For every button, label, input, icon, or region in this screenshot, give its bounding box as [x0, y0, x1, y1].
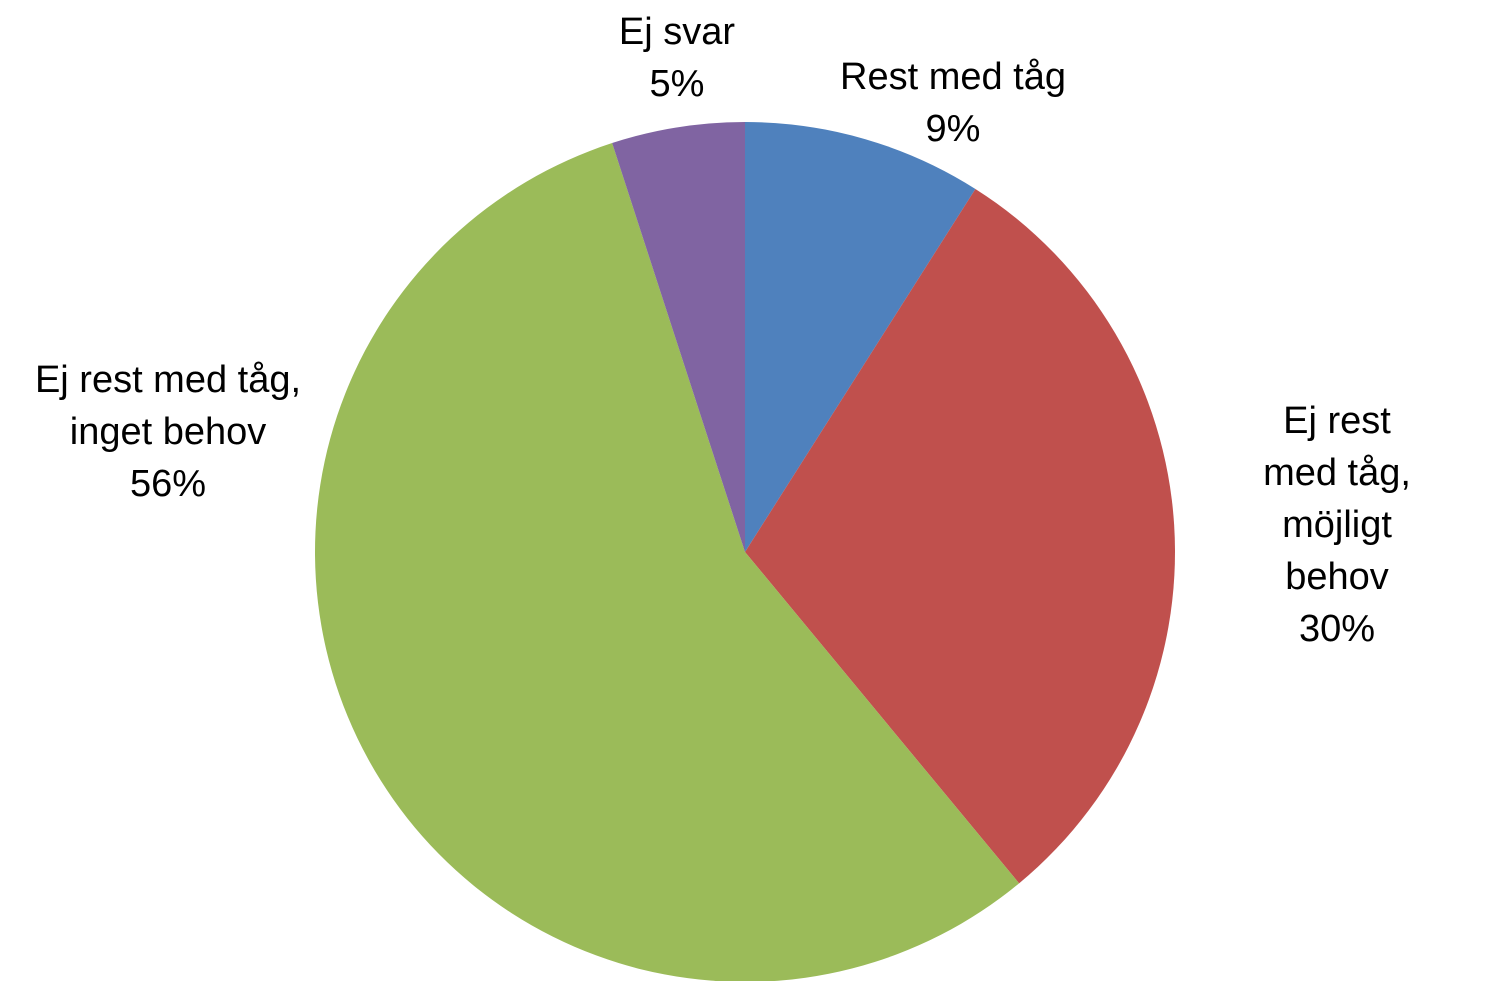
pie-slice	[745, 122, 976, 552]
slice-label: Ej svar 5%	[619, 6, 735, 110]
slice-label: Ej rest med tåg, möjligt behov 30%	[1258, 395, 1416, 655]
pie-slice	[612, 122, 745, 552]
value-label: 9%	[925, 108, 981, 150]
pie-slice	[745, 188, 1175, 884]
slice-label: Rest med tåg 9%	[840, 51, 1066, 155]
category-label: Rest med tåg	[840, 56, 1066, 98]
value-label: 56%	[129, 463, 207, 505]
category-label: Ej svar	[618, 11, 736, 53]
value-label: 5%	[649, 63, 705, 105]
slice-label: Ej rest med tåg, inget behov 56%	[35, 354, 301, 510]
value-label: 30%	[1298, 608, 1376, 650]
category-label: Ej rest med tåg, möjligt behov	[1263, 400, 1411, 598]
category-label: Ej rest med tåg, inget behov	[34, 359, 302, 453]
pie-slice	[315, 143, 1020, 981]
